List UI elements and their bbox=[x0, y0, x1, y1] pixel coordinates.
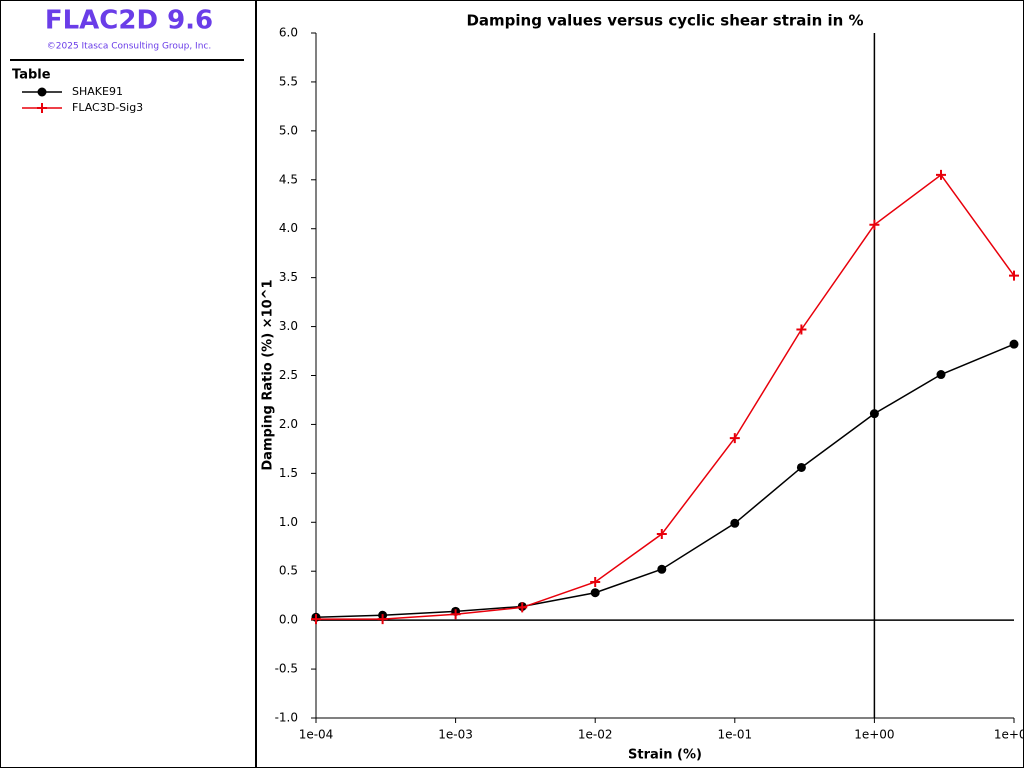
y-tick-label: 2.0 bbox=[279, 417, 298, 431]
data-point bbox=[590, 588, 600, 598]
legend-label: FLAC3D-Sig3 bbox=[72, 101, 143, 114]
data-point bbox=[730, 518, 740, 528]
y-tick-label: -1.0 bbox=[275, 711, 298, 725]
y-axis-label: Damping Ratio (%) ×10^1 bbox=[261, 279, 276, 470]
y-tick-label: 1.5 bbox=[279, 466, 298, 480]
y-tick-label: 4.5 bbox=[279, 172, 298, 186]
data-point bbox=[517, 602, 528, 613]
data-point bbox=[657, 564, 667, 574]
y-tick-label: 5.5 bbox=[279, 74, 298, 88]
x-tick-label: 1e-04 bbox=[299, 728, 334, 742]
y-tick-label: 0.5 bbox=[279, 564, 298, 578]
data-point bbox=[796, 462, 806, 472]
x-tick-label: 1e+00 bbox=[854, 728, 894, 742]
copyright: ©2025 Itasca Consulting Group, Inc. bbox=[47, 42, 211, 52]
x-tick-label: 1e+01 bbox=[994, 728, 1024, 742]
app-title: FLAC2D 9.6 bbox=[45, 6, 213, 36]
data-point bbox=[729, 433, 740, 444]
y-tick-label: 6.0 bbox=[279, 26, 298, 40]
chart-title: Damping values versus cyclic shear strai… bbox=[466, 12, 863, 30]
y-tick-label: 2.5 bbox=[279, 368, 298, 382]
y-tick-label: -0.5 bbox=[275, 662, 298, 676]
data-point bbox=[869, 409, 879, 419]
y-tick-label: 5.0 bbox=[279, 123, 298, 137]
x-tick-label: 1e-01 bbox=[717, 728, 752, 742]
data-point bbox=[311, 614, 321, 625]
data-point bbox=[377, 614, 388, 625]
data-point bbox=[936, 169, 947, 180]
x-tick-label: 1e-02 bbox=[578, 728, 613, 742]
x-axis-label: Strain (%) bbox=[628, 748, 702, 763]
legend-marker bbox=[37, 103, 47, 113]
legend: SHAKE91 FLAC3D-Sig3 bbox=[22, 85, 143, 114]
data-point bbox=[590, 576, 601, 587]
legend-marker bbox=[37, 87, 47, 97]
data-point bbox=[869, 219, 880, 230]
y-tick-label: 3.5 bbox=[279, 270, 298, 284]
y-tick-label: 0.0 bbox=[279, 613, 298, 627]
data-point bbox=[1009, 339, 1019, 349]
data-point bbox=[656, 529, 667, 540]
data-point bbox=[796, 324, 807, 335]
legend-label: SHAKE91 bbox=[72, 85, 123, 98]
y-tick-label: 1.0 bbox=[279, 515, 298, 529]
legend-title: Table bbox=[12, 68, 51, 83]
y-tick-label: 3.0 bbox=[279, 319, 298, 333]
data-point bbox=[450, 609, 461, 620]
data-point bbox=[936, 370, 946, 380]
x-tick-label: 1e-03 bbox=[438, 728, 473, 742]
data-point bbox=[1009, 270, 1019, 281]
y-tick-label: 4.0 bbox=[279, 221, 298, 235]
